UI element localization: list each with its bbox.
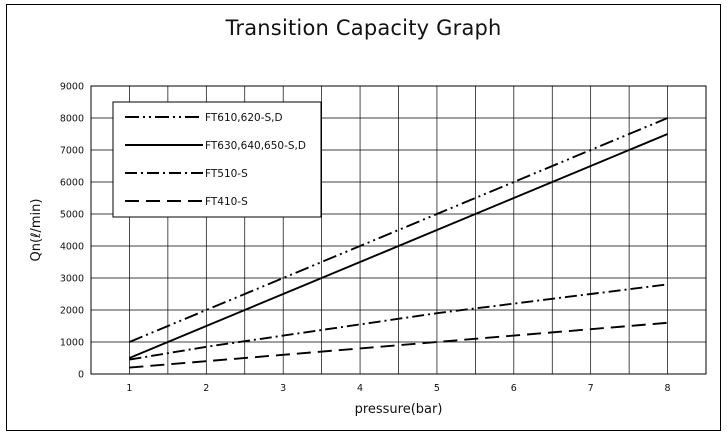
legend: FT610,620-S,D FT630,640,650-S,D FT510-S FT4… xyxy=(112,101,322,218)
series-line-3 xyxy=(129,283,668,361)
y-tick-label: 9000 xyxy=(60,82,84,93)
legend-label: FT410-S xyxy=(205,196,248,208)
plot-area-border xyxy=(90,85,707,375)
x-tick-label: 6 xyxy=(511,383,517,394)
y-tick-label: 2000 xyxy=(60,306,84,317)
series-line-1 xyxy=(129,117,668,343)
x-tick-label: 4 xyxy=(357,383,363,394)
y-tick-label: 4000 xyxy=(60,242,84,253)
x-tick-label: 3 xyxy=(280,383,286,394)
series-line-2 xyxy=(129,133,668,359)
y-tick-label: 5000 xyxy=(60,210,84,221)
tick-labels: 0 1000 2000 3000 4000 5000 6000 7000 8000 9000 1 2 3… xyxy=(60,82,671,395)
x-tick-label: 1 xyxy=(126,383,132,394)
legend-box xyxy=(112,101,322,218)
x-tick-label: 5 xyxy=(434,383,440,394)
series-layer xyxy=(129,117,668,369)
y-tick-label: 8000 xyxy=(60,114,84,125)
chart-title: Transition Capacity Graph xyxy=(225,16,502,40)
y-tick-label: 7000 xyxy=(60,146,84,157)
y-axis-label: Qn(ℓ/min) xyxy=(29,199,44,262)
series-line-4 xyxy=(129,321,668,369)
x-tick-label: 2 xyxy=(203,383,209,394)
x-tick-label: 8 xyxy=(665,383,671,394)
x-axis-label: pressure(bar) xyxy=(355,402,443,417)
y-tick-label: 6000 xyxy=(60,178,84,189)
x-tick-label: 7 xyxy=(588,383,594,394)
legend-label: FT630,640,650-S,D xyxy=(205,140,306,152)
legend-label: FT610,620-S,D xyxy=(205,112,283,124)
y-tick-label: 1000 xyxy=(60,338,84,349)
y-tick-label: 0 xyxy=(78,370,84,381)
legend-label: FT510-S xyxy=(205,168,248,180)
y-tick-label: 3000 xyxy=(60,274,84,285)
